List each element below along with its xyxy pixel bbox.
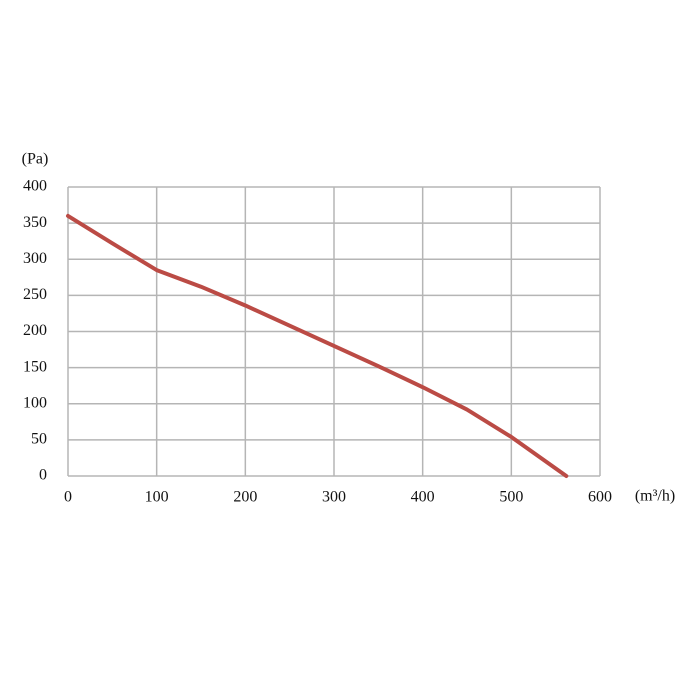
y-tick-label: 100 [23,394,47,411]
y-tick-label: 350 [23,214,47,231]
x-axis-label: (m³/h) [635,488,675,505]
x-tick-label: 0 [64,489,72,506]
x-tick-label: 600 [588,489,612,506]
y-tick-label: 0 [39,467,47,484]
y-tick-label: 50 [31,431,47,448]
y-tick-label: 250 [23,286,47,303]
y-tick-label: 200 [23,322,47,339]
y-tick-label: 150 [23,358,47,375]
data-line [66,213,569,478]
x-tick-label: 400 [411,489,435,506]
y-tick-label: 300 [23,250,47,267]
x-tick-label: 300 [322,489,346,506]
y-axis-label: (Pa) [22,151,49,168]
x-tick-label: 500 [499,489,523,506]
x-tick-label: 200 [233,489,257,506]
x-tick-label: 100 [145,489,169,506]
y-tick-label: 400 [23,178,47,195]
